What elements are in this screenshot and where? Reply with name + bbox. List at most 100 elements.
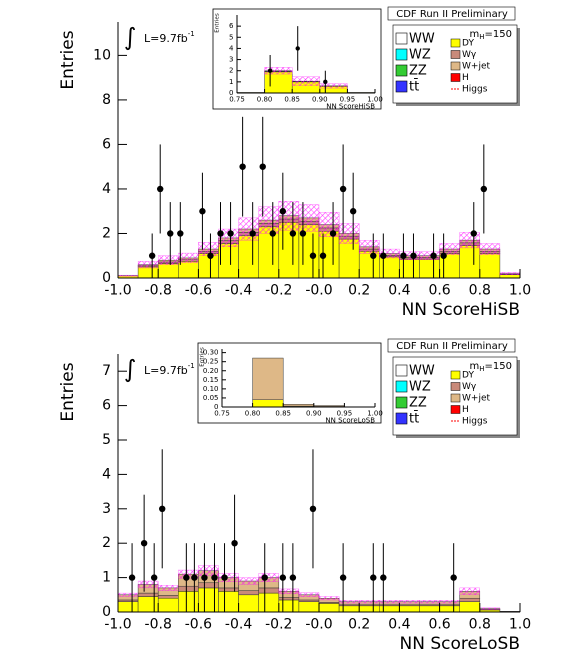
data-point [199, 208, 206, 215]
data-point [295, 46, 300, 51]
mass-label: mH=150 [470, 29, 512, 41]
legend-label: DY [462, 371, 474, 381]
uncertainty-band [258, 206, 279, 234]
x-tick-label: -0.4 [225, 617, 252, 633]
y-tick-label: 5 [102, 432, 111, 448]
hist-bar [178, 591, 199, 613]
uncertainty-band [258, 573, 279, 582]
mass-sub: H [479, 33, 484, 41]
legend-swatch [395, 64, 408, 77]
y-tick-label: 0.15 [203, 376, 219, 384]
legend-label: H [462, 73, 469, 83]
hist-bar [117, 599, 139, 602]
x-axis-label: NN ScoreHiSB [326, 102, 375, 110]
x-tick-label: 0.75 [214, 409, 230, 417]
x-tick-label: -0.6 [185, 283, 212, 299]
data-point [157, 185, 164, 193]
legend-swatch [395, 364, 408, 377]
hist-bar [313, 405, 345, 407]
x-tick-label: -0.4 [225, 283, 252, 299]
x-tick-label: -1.0 [104, 283, 131, 299]
uncertainty-band [298, 204, 320, 232]
uncertainty-band [318, 596, 340, 601]
y-tick-label: 0.25 [203, 358, 219, 366]
uncertainty-band [479, 607, 501, 610]
data-point [380, 252, 387, 259]
data-point [259, 163, 266, 170]
data-point [323, 79, 328, 85]
x-tick-label: 1.0 [509, 617, 531, 633]
legend-label: DY [462, 39, 474, 49]
data-point [470, 230, 477, 237]
legend-swatch [395, 80, 408, 93]
uncertainty-band [137, 580, 159, 589]
legend-swatch [450, 73, 461, 82]
legend-label: tt̄ [409, 79, 419, 94]
legend-label: Higgs [462, 417, 488, 427]
y-tick-label: 0.30 [203, 349, 219, 357]
legend-label: tt̄ [409, 411, 419, 426]
legend-label: W+jet [462, 394, 490, 404]
hist-bar [218, 591, 239, 613]
y-tick-label: 3 [229, 56, 233, 64]
hist-bar [459, 597, 481, 602]
integral-sign: ∫ [124, 355, 137, 383]
data-point [269, 230, 276, 237]
mass-value: =150 [485, 361, 512, 372]
data-point [177, 230, 184, 237]
y-tick-label: 7 [102, 363, 111, 379]
data-point [370, 574, 377, 581]
x-tick-label: 0.90 [306, 409, 322, 417]
mass-text: m [470, 29, 480, 40]
uncertainty-band [278, 201, 300, 231]
data-point [329, 230, 337, 237]
data-point [299, 230, 307, 237]
hist-bar [198, 587, 219, 613]
x-tick-label: 0.90 [312, 95, 328, 103]
hist-bar [459, 601, 481, 613]
hist-bar [137, 266, 159, 279]
uncertainty-band [278, 588, 300, 594]
hist-bar [338, 238, 360, 279]
hist-bar [298, 599, 320, 602]
x-tick-label: -0.0 [305, 617, 332, 633]
y-tick-label: 8 [102, 92, 111, 108]
data-point [430, 252, 437, 259]
data-point [239, 163, 246, 170]
uncertainty-band [459, 232, 480, 249]
hist-bar [419, 605, 440, 613]
data-point [309, 252, 317, 259]
data-point [249, 230, 256, 237]
legend-swatch [395, 412, 408, 425]
uncertainty-band [158, 255, 179, 265]
title-box [387, 338, 516, 353]
hist-bar [178, 261, 199, 279]
hist-bar [419, 258, 440, 279]
data-point [183, 574, 190, 581]
data-point [150, 574, 158, 581]
hist-bar [157, 263, 179, 279]
hist-bar [258, 587, 280, 594]
legend-label: Wγ [462, 382, 477, 392]
x-tick-label: -0.0 [305, 283, 332, 299]
data-point [261, 574, 268, 581]
uncertainty-band [338, 223, 360, 244]
y-tick-label: 0 [102, 604, 111, 620]
data-point [279, 208, 287, 215]
uncertainty-band [459, 587, 480, 595]
legend-swatch [450, 393, 461, 403]
y-tick-label: 4 [229, 44, 234, 52]
uncertainty-band [338, 600, 360, 604]
mass-value: =150 [485, 29, 512, 40]
x-tick-label: -0.8 [145, 283, 172, 299]
hist-bar [399, 258, 420, 279]
uncertainty-band [439, 600, 460, 604]
uncertainty-band [359, 240, 380, 254]
uncertainty-band [298, 592, 320, 598]
data-point [159, 505, 166, 512]
hist-bar [439, 605, 460, 613]
hist-bar [264, 71, 293, 94]
luminosity-text: L=9.7fb [144, 364, 188, 377]
legend-label: WW [409, 364, 435, 379]
